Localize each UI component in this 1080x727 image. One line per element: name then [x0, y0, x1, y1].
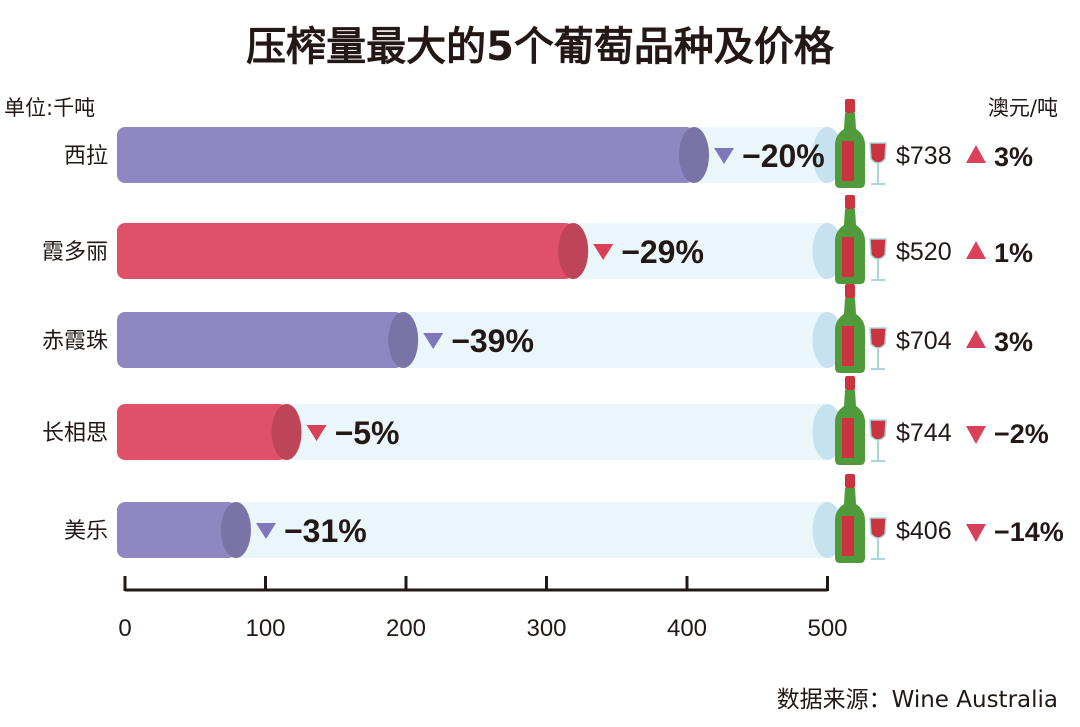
volume-change-label: −31%	[284, 513, 367, 549]
price-label: $744	[896, 419, 952, 447]
bottle-cap	[845, 284, 855, 298]
x-tick-label: 0	[118, 615, 131, 642]
volume-change-label: −5%	[335, 415, 400, 451]
category-label: 赤霞珠	[42, 329, 108, 354]
down-arrow-icon	[255, 523, 276, 539]
x-tick-label: 200	[386, 615, 426, 642]
price-change-label: −14%	[994, 517, 1064, 547]
down-arrow-icon	[593, 244, 614, 260]
bar-end	[220, 502, 251, 558]
x-tick-label: 400	[667, 615, 707, 642]
down-arrow-icon	[714, 148, 735, 164]
price-label: $406	[896, 517, 952, 545]
bar	[117, 404, 287, 460]
up-arrow-icon	[966, 145, 986, 163]
price-label: $520	[896, 238, 952, 266]
volume-change-label: −29%	[621, 234, 704, 270]
price-change-label: −2%	[994, 419, 1049, 449]
bottle-cap	[845, 376, 855, 390]
x-tick-label: 100	[245, 615, 285, 642]
volume-change-label: −20%	[742, 138, 825, 174]
wine-glass-icon	[869, 142, 887, 164]
wine-glass-icon	[869, 517, 887, 539]
bar	[117, 127, 695, 183]
category-label: 长相思	[42, 421, 108, 446]
bottle-cap	[845, 474, 855, 488]
bottle-label	[842, 326, 854, 366]
category-label: 西拉	[64, 144, 108, 169]
wine-glass-icon	[869, 419, 887, 441]
x-tick-label: 500	[807, 615, 847, 642]
bar	[117, 223, 574, 279]
category-label: 美乐	[64, 519, 108, 544]
up-arrow-icon	[966, 241, 986, 259]
price-unit-label: 澳元/吨	[987, 96, 1058, 120]
bottle-label	[842, 418, 854, 458]
bottle-cap	[845, 195, 855, 209]
bottle-label	[842, 237, 854, 277]
down-arrow-icon	[966, 426, 986, 444]
bottle-label	[842, 516, 854, 556]
wine-glass-icon	[869, 327, 887, 349]
bottle-cap	[845, 99, 855, 113]
volume-change-label: −39%	[451, 323, 534, 359]
bar	[117, 312, 404, 368]
wine-glass-icon	[869, 238, 887, 260]
price-change-label: 3%	[994, 142, 1033, 172]
price-change-label: 1%	[994, 238, 1033, 268]
down-arrow-icon	[306, 425, 327, 441]
bar-end	[388, 312, 419, 368]
up-arrow-icon	[966, 330, 986, 348]
bar-end	[679, 127, 710, 183]
chart-title: 压榨量最大的5个葡萄品种及价格	[246, 24, 834, 70]
price-label: $704	[896, 327, 952, 355]
y-unit-label: 单位:千吨	[4, 96, 96, 120]
price-label: $738	[896, 142, 952, 170]
bar	[117, 502, 236, 558]
source-note: 数据来源：Wine Australia	[776, 687, 1058, 713]
bottle-label	[842, 141, 854, 181]
down-arrow-icon	[423, 333, 444, 349]
price-change-label: 3%	[994, 327, 1033, 357]
category-label: 霞多丽	[42, 240, 108, 265]
down-arrow-icon	[966, 524, 986, 542]
bar-end	[558, 223, 589, 279]
x-tick-label: 300	[526, 615, 566, 642]
bar-end	[271, 404, 302, 460]
